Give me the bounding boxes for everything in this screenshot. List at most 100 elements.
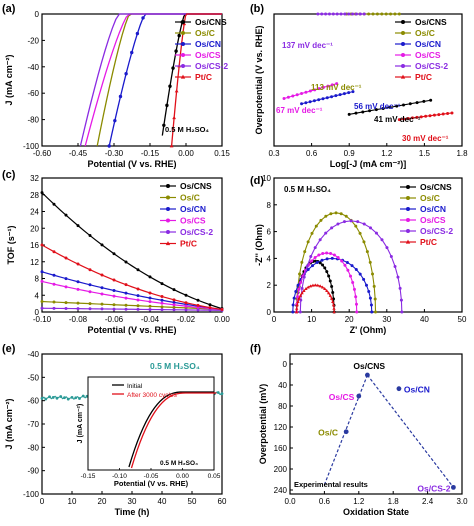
data-point: [373, 297, 377, 301]
x-axis-label: Z' (Ohm): [350, 325, 387, 335]
data-point: [354, 224, 358, 228]
annotation: 0.5 M H₂SO₄: [150, 361, 200, 371]
data-point: [342, 220, 346, 224]
y-tick-label: -100: [23, 490, 40, 499]
data-point: [327, 291, 331, 295]
data-point: [160, 308, 164, 312]
data-point: [136, 287, 140, 291]
data-point: [343, 429, 349, 435]
data-point: [332, 253, 336, 257]
data-point: [321, 252, 325, 256]
y-tick-label: 0: [35, 10, 40, 19]
tafel-slope-label: 30 mV dec⁻¹: [402, 134, 449, 143]
data-point: [172, 115, 176, 120]
data-point: [362, 277, 366, 281]
data-point: [370, 310, 374, 314]
panel-e: 0 10 20 30 40 50 60 -40 -50 -60 -70 -80 -90 -100 Time …: [2, 343, 227, 517]
data-point: [316, 12, 320, 16]
y-tick-label: 80: [278, 402, 287, 411]
data-point: [88, 307, 92, 311]
data-point: [354, 267, 358, 271]
data-point: [367, 289, 371, 293]
data-point: [300, 92, 304, 96]
data-point: [184, 308, 188, 312]
x-tick-label: 0.3: [268, 149, 280, 158]
x-tick-label: -0.10: [33, 315, 52, 324]
data-point: [371, 12, 375, 16]
data-point: [220, 307, 224, 311]
data-point: [375, 12, 379, 16]
data-point: [160, 295, 164, 299]
data-point: [66, 397, 70, 401]
data-point: [64, 301, 68, 305]
data-point: [318, 284, 322, 288]
y-tick-label: -40: [27, 63, 39, 72]
data-point: [309, 255, 313, 259]
data-point: [422, 99, 426, 103]
data-point: [160, 298, 164, 302]
y-tick-label: -80: [27, 116, 39, 125]
legend-marker: [181, 31, 185, 35]
data-point: [389, 12, 393, 16]
data-point: [347, 112, 351, 116]
x-tick-label: 20: [98, 497, 107, 506]
legend-label: Os/CS: [415, 50, 441, 60]
y-tick-label: 12: [30, 258, 39, 267]
annotation: 0.5 M H₂SO₄: [284, 185, 331, 194]
legend-label: Os/CS-2: [420, 226, 453, 236]
inset-initial-line: [128, 391, 214, 468]
data-point: [349, 219, 353, 223]
data-point: [334, 94, 338, 98]
data-point: [70, 395, 74, 399]
y-tick-label: 160: [274, 444, 288, 453]
panel-letter: (a): [2, 3, 16, 15]
data-point: [325, 288, 329, 292]
data-point: [300, 102, 304, 106]
data-point: [330, 226, 334, 230]
legend-label: Os/CS-2: [180, 227, 213, 237]
data-point: [296, 299, 300, 303]
data-point: [437, 113, 441, 117]
data-point: [124, 71, 128, 76]
data-point: [346, 268, 350, 272]
data-point: [88, 268, 92, 272]
data-point: [55, 396, 59, 400]
legend-marker: [181, 64, 185, 68]
data-point: [302, 288, 306, 292]
inset-y-label: J (mA cm⁻²): [77, 404, 84, 444]
data-point: [81, 394, 85, 398]
data-point: [112, 294, 116, 298]
data-point: [393, 12, 397, 16]
data-point: [344, 214, 348, 218]
x-tick-label: 0.6: [319, 497, 331, 506]
annotation: 0.5 M H₂SO₄: [165, 125, 209, 134]
legend-marker: [406, 207, 410, 211]
data-point: [297, 287, 301, 291]
x-tick-label: -0.30: [105, 149, 124, 158]
data-point: [374, 108, 378, 112]
y-tick-label: 0: [35, 308, 40, 317]
data-point: [322, 85, 326, 89]
data-point: [100, 286, 104, 290]
x-tick-label: 50: [188, 497, 197, 506]
y-axis-label: J (mA cm⁻²): [4, 55, 14, 106]
legend-label: Os/C: [180, 193, 200, 203]
data-point: [296, 295, 300, 299]
x-tick-label: 0: [40, 497, 45, 506]
legend-marker: [181, 20, 185, 24]
data-point: [148, 300, 152, 304]
data-point: [124, 303, 128, 307]
data-point: [306, 285, 310, 289]
data-point: [380, 238, 384, 242]
legend-marker: [405, 239, 411, 244]
data-point: [328, 279, 332, 283]
data-point: [40, 300, 44, 304]
data-point: [141, 16, 145, 20]
data-point: [325, 257, 329, 261]
data-point: [441, 112, 445, 116]
data-point: [324, 12, 328, 16]
data-point: [136, 307, 140, 311]
inset-legend-label: Initial: [127, 383, 143, 390]
panel-letter: (e): [2, 343, 16, 355]
data-point: [88, 290, 92, 294]
